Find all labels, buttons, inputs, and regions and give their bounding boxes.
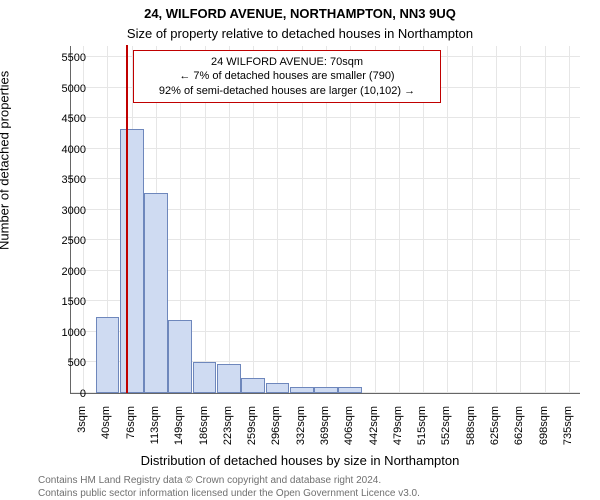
bar [266, 383, 290, 393]
y-tick-label: 2000 [36, 266, 86, 278]
y-tick-label: 3000 [36, 205, 86, 217]
y-tick-label: 3500 [36, 174, 86, 186]
y-tick-label: 2500 [36, 235, 86, 247]
y-tick-label: 4000 [36, 144, 86, 156]
bar [120, 129, 144, 393]
marker-line [126, 45, 128, 393]
attribution-line1: Contains HM Land Registry data © Crown c… [38, 475, 381, 486]
chart-container: 24, WILFORD AVENUE, NORTHAMPTON, NN3 9UQ… [0, 0, 600, 500]
y-tick-label: 5000 [36, 83, 86, 95]
bar [217, 364, 241, 393]
bar [290, 387, 314, 393]
y-tick-label: 1500 [36, 296, 86, 308]
annotation-line2: ← 7% of detached houses are smaller (790… [142, 69, 432, 83]
bar [144, 193, 168, 393]
title-line1: 24, WILFORD AVENUE, NORTHAMPTON, NN3 9UQ [0, 6, 600, 21]
y-axis-label: Number of detached properties [0, 71, 12, 250]
gridline-v [545, 46, 546, 393]
gridline-v [83, 46, 84, 393]
attribution-line2: Contains public sector information licen… [38, 488, 420, 499]
gridline-v [447, 46, 448, 393]
bar [338, 387, 362, 393]
y-tick-label: 500 [36, 357, 86, 369]
annotation-line1: 24 WILFORD AVENUE: 70sqm [142, 55, 432, 69]
annotation-box: 24 WILFORD AVENUE: 70sqm← 7% of detached… [133, 50, 441, 103]
y-tick-label: 1000 [36, 327, 86, 339]
bar [314, 387, 338, 393]
gridline-v [520, 46, 521, 393]
bar [96, 317, 120, 393]
title-line2: Size of property relative to detached ho… [0, 26, 600, 41]
y-tick-label: 5500 [36, 52, 86, 64]
bar [168, 320, 192, 393]
y-tick-label: 0 [36, 388, 86, 400]
gridline-v [496, 46, 497, 393]
x-axis-label: Distribution of detached houses by size … [0, 453, 600, 468]
y-tick-label: 4500 [36, 113, 86, 125]
gridline-v [569, 46, 570, 393]
bar [241, 378, 265, 393]
plot-area: 24 WILFORD AVENUE: 70sqm← 7% of detached… [70, 46, 580, 394]
gridline-v [472, 46, 473, 393]
bar [193, 362, 217, 393]
annotation-line3: 92% of semi-detached houses are larger (… [142, 84, 432, 98]
